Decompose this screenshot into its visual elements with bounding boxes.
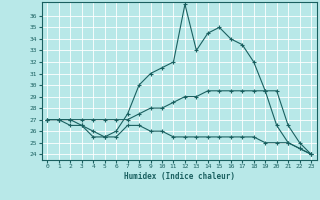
X-axis label: Humidex (Indice chaleur): Humidex (Indice chaleur) — [124, 172, 235, 181]
